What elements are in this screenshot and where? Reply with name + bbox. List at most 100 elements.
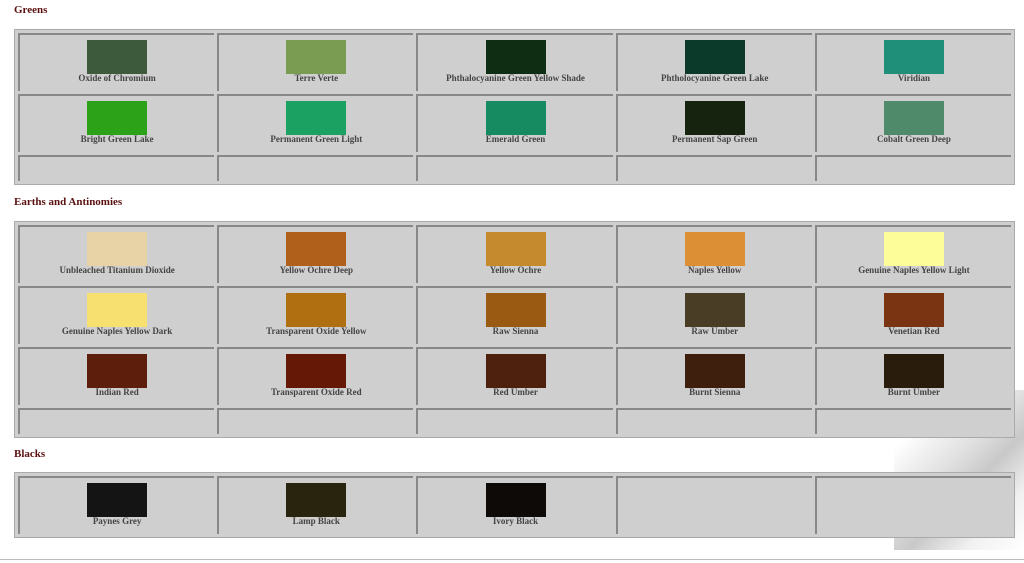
- empty-cell: [615, 408, 812, 434]
- empty-cell: [217, 155, 414, 181]
- color-name-label: Phtholocyanine Green Lake: [661, 73, 769, 83]
- color-swatch-image[interactable]: [485, 354, 546, 388]
- color-swatch-cell[interactable]: Genuine Naples Yellow Dark: [18, 286, 215, 344]
- empty-cell: [814, 408, 1012, 434]
- color-name-label: Oxide of Chromium: [78, 73, 156, 83]
- color-name-label: Burnt Umber: [887, 387, 941, 397]
- table-row: Genuine Naples Yellow Dark Transparent Ox…: [18, 286, 1012, 344]
- color-swatch-image[interactable]: [87, 483, 148, 517]
- color-name-label: Genuine Naples Yellow Light: [858, 265, 970, 275]
- bottom-divider: [0, 559, 1024, 560]
- color-swatch-image[interactable]: [883, 40, 944, 74]
- color-swatch-cell[interactable]: Venetian Red: [814, 286, 1012, 344]
- color-name-label: Genuine Naples Yellow Dark: [61, 326, 173, 336]
- color-swatch-cell[interactable]: Unbleached Titanium Dioxide: [18, 225, 215, 283]
- color-swatch-cell[interactable]: Terre Verte: [217, 33, 414, 91]
- color-swatch-cell[interactable]: Indian Red: [18, 347, 215, 405]
- color-swatch-image[interactable]: [485, 40, 546, 74]
- color-swatch-cell[interactable]: Viridian: [814, 33, 1012, 91]
- section-heading: Blacks: [14, 448, 46, 460]
- color-swatch-cell[interactable]: Genuine Naples Yellow Light: [814, 225, 1012, 283]
- empty-cell: [18, 408, 215, 434]
- color-swatch-cell[interactable]: Permanent Sap Green: [615, 94, 812, 152]
- color-name-label: Phthalocyanine Green Yellow Shade: [446, 73, 585, 83]
- color-swatch-image[interactable]: [485, 293, 546, 327]
- color-swatch-cell[interactable]: Emerald Green: [416, 94, 613, 152]
- color-swatch-cell[interactable]: Paynes Grey: [18, 476, 215, 534]
- color-name-label: Permanent Sap Green: [672, 134, 758, 144]
- swatch-table: Unbleached Titanium Dioxide Yellow Ochre …: [14, 221, 1015, 438]
- color-name-label: Yellow Ochre Deep: [279, 265, 353, 275]
- color-swatch-image[interactable]: [485, 483, 546, 517]
- swatch-table: Oxide of Chromium Terre Verte Phthalocyani…: [14, 29, 1015, 185]
- color-swatch-image[interactable]: [883, 354, 944, 388]
- empty-cell: [615, 476, 812, 534]
- color-name-label: Red Umber: [493, 387, 538, 397]
- table-row: Unbleached Titanium Dioxide Yellow Ochre …: [18, 225, 1012, 283]
- color-name-label: Raw Umber: [691, 326, 739, 336]
- color-swatch-image[interactable]: [286, 293, 347, 327]
- color-swatch-image[interactable]: [485, 101, 546, 135]
- color-name-label: Burnt Sienna: [689, 387, 741, 397]
- color-swatch-cell[interactable]: Yellow Ochre Deep: [217, 225, 414, 283]
- color-swatch-cell[interactable]: Cobalt Green Deep: [814, 94, 1012, 152]
- color-swatch-image[interactable]: [684, 354, 745, 388]
- table-row: Indian Red Transparent Oxide Red Red Umber…: [18, 347, 1012, 405]
- color-name-label: Viridian: [897, 73, 930, 83]
- color-swatch-cell[interactable]: Raw Umber: [615, 286, 812, 344]
- color-swatch-image[interactable]: [286, 40, 347, 74]
- color-swatch-cell[interactable]: Naples Yellow: [615, 225, 812, 283]
- empty-cell: [814, 476, 1012, 534]
- table-row: Paynes Grey Lamp Black Ivory Black: [18, 476, 1012, 534]
- empty-cell: [416, 155, 613, 181]
- color-name-label: Lamp Black: [292, 516, 340, 526]
- color-swatch-image[interactable]: [87, 101, 148, 135]
- color-swatch-image[interactable]: [684, 232, 745, 266]
- color-swatch-image[interactable]: [286, 101, 347, 135]
- color-swatch-cell[interactable]: Raw Sienna: [416, 286, 613, 344]
- color-name-label: Transparent Oxide Red: [270, 387, 362, 397]
- color-swatch-image[interactable]: [684, 40, 745, 74]
- section-heading: Earths and Antinomies: [14, 196, 123, 208]
- color-name-label: Emerald Green: [485, 134, 546, 144]
- color-name-label: Naples Yellow: [688, 265, 742, 275]
- color-swatch-image[interactable]: [286, 483, 347, 517]
- empty-cell: [814, 155, 1012, 181]
- color-swatch-cell[interactable]: Burnt Umber: [814, 347, 1012, 405]
- color-swatch-image[interactable]: [87, 293, 148, 327]
- color-swatch-image[interactable]: [87, 232, 148, 266]
- color-swatch-cell[interactable]: Lamp Black: [217, 476, 414, 534]
- section-heading: Greens: [14, 4, 48, 16]
- color-swatch-image[interactable]: [883, 101, 944, 135]
- color-name-label: Venetian Red: [888, 326, 940, 336]
- color-swatch-image[interactable]: [286, 354, 347, 388]
- color-swatch-cell[interactable]: Transparent Oxide Red: [217, 347, 414, 405]
- color-swatch-cell[interactable]: Oxide of Chromium: [18, 33, 215, 91]
- color-swatch-cell[interactable]: Phtholocyanine Green Lake: [615, 33, 812, 91]
- empty-cell: [416, 408, 613, 434]
- color-name-label: Paynes Grey: [92, 516, 142, 526]
- color-swatch-image[interactable]: [684, 293, 745, 327]
- color-name-label: Unbleached Titanium Dioxide: [59, 265, 175, 275]
- color-swatch-cell[interactable]: Burnt Sienna: [615, 347, 812, 405]
- color-swatch-cell[interactable]: Red Umber: [416, 347, 613, 405]
- color-swatch-image[interactable]: [87, 354, 148, 388]
- empty-cell: [18, 155, 215, 181]
- color-swatch-cell[interactable]: Transparent Oxide Yellow: [217, 286, 414, 344]
- color-swatch-cell[interactable]: Yellow Ochre: [416, 225, 613, 283]
- color-swatch-cell[interactable]: Bright Green Lake: [18, 94, 215, 152]
- color-swatch-image[interactable]: [87, 40, 148, 74]
- color-swatch-image[interactable]: [883, 232, 944, 266]
- color-swatch-cell[interactable]: Permanent Green Light: [217, 94, 414, 152]
- color-swatch-image[interactable]: [286, 232, 347, 266]
- empty-cell: [217, 408, 414, 434]
- swatch-table: Paynes Grey Lamp Black Ivory Black: [14, 472, 1015, 538]
- color-swatch-image[interactable]: [883, 293, 944, 327]
- color-swatch-image[interactable]: [684, 101, 745, 135]
- color-swatch-cell[interactable]: Ivory Black: [416, 476, 613, 534]
- table-row: Bright Green Lake Permanent Green Light Em…: [18, 94, 1012, 152]
- color-swatch-image[interactable]: [485, 232, 546, 266]
- color-name-label: Raw Sienna: [492, 326, 539, 336]
- color-swatch-cell[interactable]: Phthalocyanine Green Yellow Shade: [416, 33, 613, 91]
- color-name-label: Indian Red: [95, 387, 139, 397]
